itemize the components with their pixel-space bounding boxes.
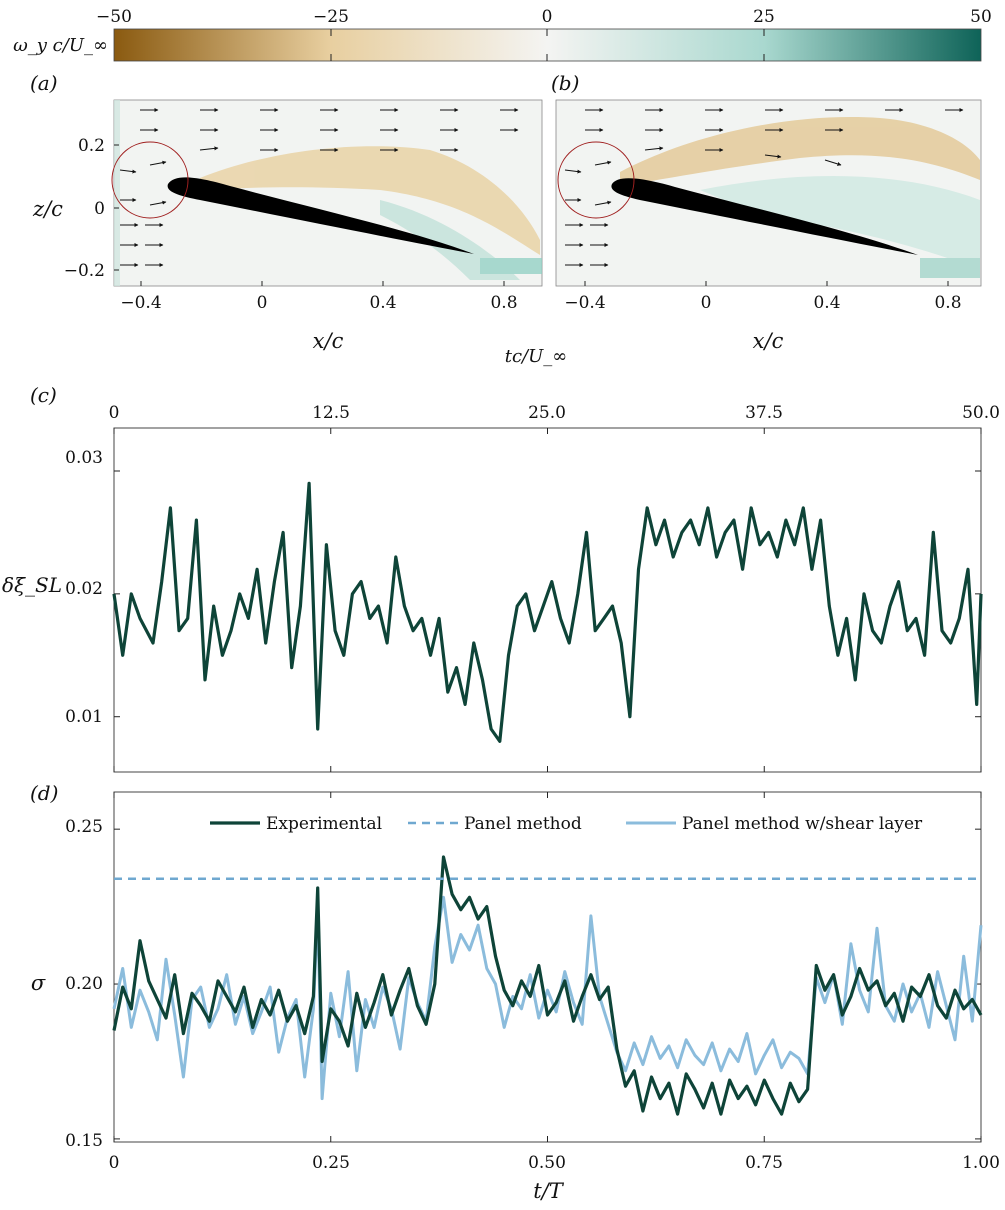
panel-a-xlabel: x/c bbox=[313, 329, 344, 353]
panel-d-letter: (d) bbox=[30, 781, 58, 805]
panel-c-ticks bbox=[113, 428, 982, 772]
panel-d: (d) 0.25 0.20 0.15 0 0.25 0.50 0.75 1.00… bbox=[30, 781, 1000, 1203]
panel-d-xtick: 0.75 bbox=[745, 1153, 783, 1173]
panel-b-xtick: 0 bbox=[701, 293, 712, 313]
panel-b-xtick: 0.4 bbox=[813, 293, 840, 313]
colorbar-tick: 50 bbox=[970, 7, 992, 27]
panel-c: (c) tc/U_∞ 0 12.5 25.0 37.5 50.0 0.03 0.… bbox=[2, 346, 1000, 773]
panel-b-leading-edge-circle bbox=[557, 141, 635, 219]
panel-c-series-line bbox=[112, 481, 983, 743]
panel-d-ticks bbox=[113, 792, 982, 1142]
panel-a-xtick: 0 bbox=[257, 293, 268, 313]
panel-b-velocity-vectors bbox=[564, 108, 964, 267]
panel-b-letter: (b) bbox=[551, 71, 579, 95]
colorbar-tick: 0 bbox=[542, 7, 553, 27]
legend-label-experimental: Experimental bbox=[266, 814, 382, 834]
panel-a-ytick: 0 bbox=[94, 199, 105, 219]
panel-c-top-tick: 50.0 bbox=[962, 403, 1000, 423]
panel-d-frame bbox=[113, 791, 982, 1143]
panel-a-ytick: 0.2 bbox=[78, 136, 105, 156]
panel-a-leading-edge-circle bbox=[111, 141, 189, 219]
colorbar-tick: 25 bbox=[753, 7, 775, 27]
panel-a-xtick: 0.8 bbox=[490, 293, 517, 313]
panel-a-ytick: −0.2 bbox=[64, 261, 105, 281]
panel-b-x-ticks bbox=[584, 281, 949, 286]
panel-a-vorticity-patches bbox=[114, 100, 542, 286]
colorbar: ω_y c/U_∞ −50 −25 0 25 50 bbox=[13, 7, 992, 62]
colorbar-label: ω_y c/U_∞ bbox=[13, 35, 108, 56]
panel-b-airfoil bbox=[611, 178, 918, 255]
panel-c-top-axis-label: tc/U_∞ bbox=[505, 346, 568, 367]
panel-b-xtick: −0.4 bbox=[564, 293, 605, 313]
panel-d-ytick: 0.15 bbox=[65, 1131, 103, 1151]
legend-label-panel-shear: Panel method w/shear layer bbox=[682, 814, 923, 834]
panel-b-xlabel: x/c bbox=[753, 329, 784, 353]
panel-c-ylabel: δξ_SL bbox=[2, 573, 62, 597]
colorbar-tick-marks bbox=[330, 29, 765, 61]
panel-d-xtick: 0.25 bbox=[312, 1153, 350, 1173]
panel-d-xlabel: t/T bbox=[533, 1179, 565, 1203]
panel-a: (a) −0.4 0 0.4 0.8 0.2 0 −0.2 bbox=[30, 71, 543, 353]
panel-a-xtick: −0.4 bbox=[120, 293, 161, 313]
panel-a-x-ticks bbox=[114, 144, 505, 286]
panel-c-top-tick: 0 bbox=[109, 403, 120, 423]
panel-a-xtick: 0.4 bbox=[369, 293, 396, 313]
panel-d-ylabel: σ bbox=[31, 971, 46, 995]
panel-c-ytick: 0.02 bbox=[65, 579, 103, 599]
panel-d-series-experimental-line bbox=[112, 855, 983, 1116]
panel-d-xtick: 0.50 bbox=[528, 1153, 566, 1173]
panel-a-airfoil bbox=[167, 177, 474, 254]
panel-d-xtick: 0 bbox=[109, 1153, 120, 1173]
panel-d-ytick: 0.20 bbox=[65, 974, 103, 994]
panel-b-xtick: 0.8 bbox=[934, 293, 961, 313]
panel-b-vorticity-patches bbox=[620, 117, 980, 278]
panel-c-ytick: 0.03 bbox=[65, 448, 103, 468]
legend-label-panel-method: Panel method bbox=[464, 814, 582, 834]
panel-b: (b) −0.4 0 0.4 0.8 x/c bbox=[551, 71, 982, 353]
panel-c-frame bbox=[113, 427, 982, 773]
panel-c-top-tick: 25.0 bbox=[528, 403, 566, 423]
panel-c-ytick: 0.01 bbox=[65, 707, 103, 727]
panel-c-top-tick: 12.5 bbox=[312, 403, 350, 423]
panel-a-velocity-vectors bbox=[119, 108, 519, 267]
panel-a-letter: (a) bbox=[30, 71, 58, 95]
panel-c-letter: (c) bbox=[30, 383, 57, 407]
colorbar-tick: −50 bbox=[96, 7, 132, 27]
panel-d-xtick: 1.00 bbox=[962, 1153, 1000, 1173]
panel-d-ytick: 0.25 bbox=[65, 817, 103, 837]
panel-d-legend: Experimental Panel method Panel method w… bbox=[210, 814, 923, 834]
panel-a-ylabel: z/c bbox=[32, 197, 63, 221]
panel-c-top-tick: 37.5 bbox=[745, 403, 783, 423]
colorbar-tick: −25 bbox=[313, 7, 349, 27]
